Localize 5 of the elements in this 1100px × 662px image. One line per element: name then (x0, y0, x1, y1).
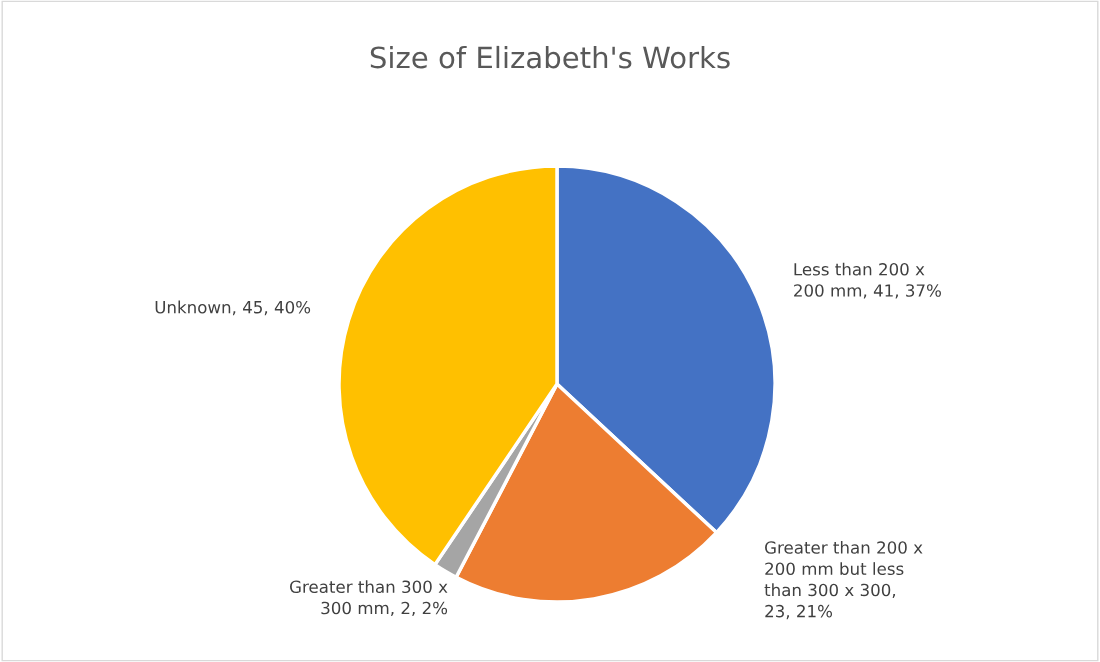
slice-label: Greater than 300 x 300 mm, 2, 2% (289, 580, 448, 616)
slice-label: Less than 200 x 200 mm, 41, 37% (794, 262, 941, 299)
slice-label: Greater than 200 x 200 mm but less than 300 x 300, 23, 21% (764, 540, 923, 620)
slice-label: Unknown, 45, 40% (155, 300, 311, 316)
chart-title: Size of Elizabeth's Works (370, 45, 730, 69)
